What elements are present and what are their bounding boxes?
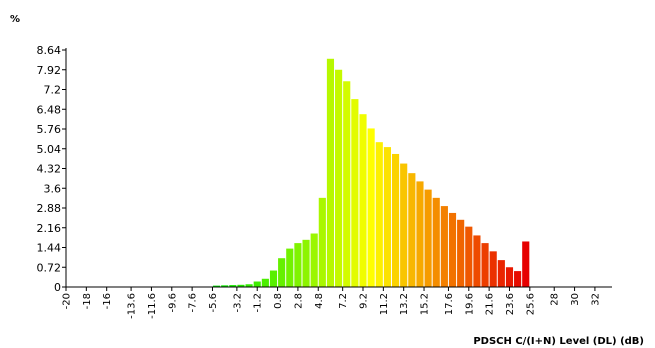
x-tick-label: 0.8 <box>273 293 284 309</box>
x-tick-label: -13.6 <box>127 293 138 319</box>
histogram-bar <box>391 153 400 287</box>
histogram-bar <box>497 260 505 287</box>
x-tick-label: -7.6 <box>188 293 199 313</box>
histogram-bar <box>473 235 481 287</box>
x-tick-label: 21.6 <box>485 293 496 315</box>
x-tick-label: -9.6 <box>167 293 178 313</box>
histogram-bar <box>261 278 269 287</box>
y-tick-label: 0 <box>54 281 61 294</box>
x-tick-label: 19.6 <box>464 293 475 315</box>
histogram-bar <box>229 285 237 287</box>
histogram-bar <box>212 285 221 287</box>
histogram-bar <box>237 284 245 287</box>
x-tick-label: 4.8 <box>314 293 325 309</box>
histogram-bar <box>522 241 530 287</box>
y-tick-label: 2.88 <box>37 202 62 215</box>
x-tick-label: -11.6 <box>147 293 158 319</box>
histogram-bar <box>383 147 391 287</box>
y-tick-label: 5.76 <box>37 123 62 136</box>
histogram-bar <box>465 226 473 287</box>
histogram-bar <box>505 267 514 287</box>
histogram-bar <box>448 212 457 287</box>
x-tick-label: 13.2 <box>399 293 410 315</box>
histogram-bar <box>253 281 261 287</box>
histogram-bar <box>294 243 302 287</box>
y-tick-label: 5.04 <box>37 143 62 156</box>
histogram-bar <box>245 284 253 287</box>
histogram-bar <box>318 197 326 287</box>
x-tick-label: 28 <box>550 293 561 306</box>
x-tick-label: -16 <box>102 293 113 309</box>
x-tick-label: 7.2 <box>338 293 349 309</box>
x-tick-label: 32 <box>590 293 601 306</box>
histogram-bar <box>351 99 359 287</box>
y-tick-label: 6.48 <box>37 103 62 116</box>
x-tick-label: 23.6 <box>505 293 516 315</box>
histogram-bar <box>278 258 286 287</box>
x-tick-label: -18 <box>82 293 93 309</box>
y-tick-label: 4.32 <box>37 163 62 176</box>
x-tick-label: 9.2 <box>359 293 370 309</box>
histogram-bar <box>440 206 448 287</box>
histogram-bar <box>326 58 335 287</box>
x-tick-label: -3.2 <box>232 293 243 313</box>
histogram-bar <box>400 163 408 287</box>
histogram-bar <box>302 239 310 287</box>
histogram-bar <box>416 181 424 287</box>
histogram-bar <box>286 248 294 287</box>
histogram-bar <box>367 128 375 287</box>
histogram-bar <box>457 219 465 287</box>
y-tick-label: 1.44 <box>37 242 62 255</box>
y-tick-label: 7.92 <box>37 64 62 77</box>
y-tick-label: 0.72 <box>37 261 62 274</box>
histogram-bar <box>424 189 432 287</box>
x-tick-label: 15.2 <box>420 293 431 315</box>
histogram-bar <box>359 114 367 287</box>
histogram-bar <box>310 233 318 287</box>
x-tick-label: -1.2 <box>253 293 264 313</box>
y-axis-unit: % <box>10 14 20 25</box>
histogram-bar <box>343 81 351 288</box>
histogram-bar <box>432 197 440 287</box>
y-tick-label: 7.2 <box>44 84 62 97</box>
x-tick-label: 17.6 <box>444 293 455 315</box>
histogram-bar <box>481 243 489 287</box>
histogram-bar <box>408 173 416 287</box>
x-tick-label: -5.6 <box>208 293 219 313</box>
x-tick-label: -20 <box>62 293 73 309</box>
y-tick-label: 3.6 <box>44 182 62 195</box>
x-axis-title: PDSCH C/(I+N) Level (DL) (dB) <box>473 336 644 347</box>
x-tick-label: 11.2 <box>379 293 390 315</box>
histogram-bar <box>514 271 522 287</box>
histogram-bar <box>221 285 229 287</box>
histogram-bar <box>489 251 497 287</box>
histogram-bar <box>375 142 383 287</box>
x-tick-label: 30 <box>570 293 581 306</box>
x-tick-label: 25.6 <box>525 293 536 315</box>
histogram-bar <box>269 270 278 287</box>
y-tick-label: 8.64 <box>37 44 62 57</box>
histogram-bar <box>335 69 343 287</box>
y-tick-label: 2.16 <box>37 222 62 235</box>
x-tick-label: 2.8 <box>293 293 304 309</box>
